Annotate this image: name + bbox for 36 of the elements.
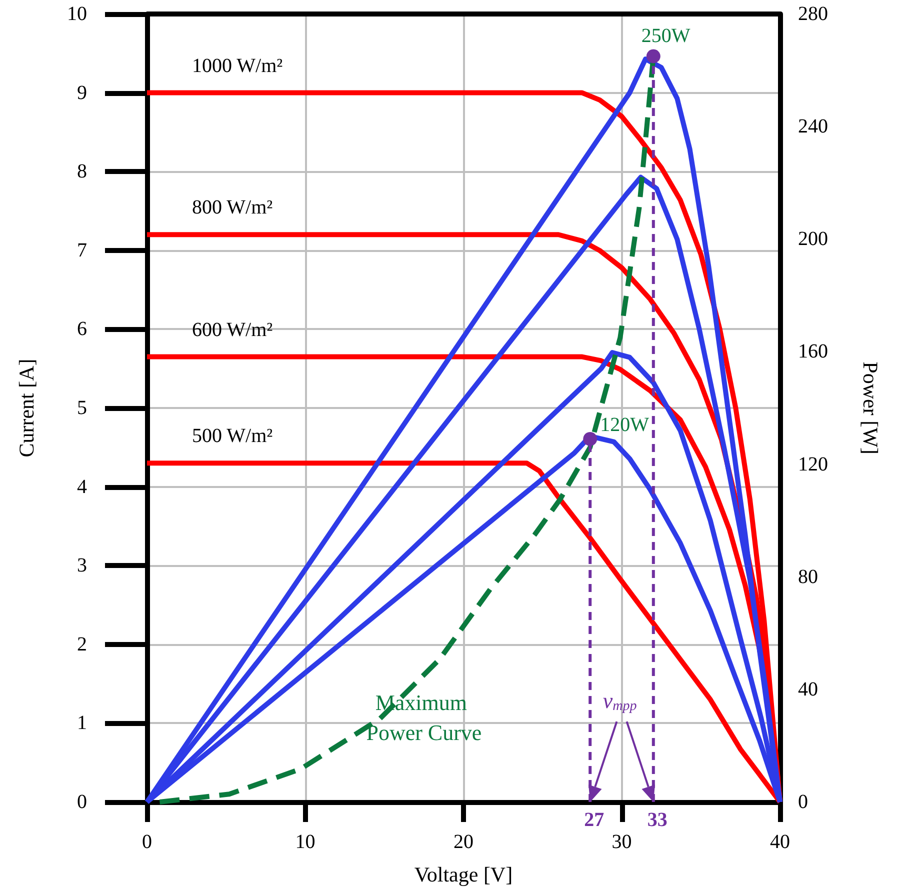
- y-tick-label: 9: [77, 82, 87, 104]
- y2-tick-label: 0: [798, 791, 808, 813]
- x-tick-label: 0: [142, 831, 152, 853]
- x-tick-label: 30: [612, 831, 632, 853]
- annotation: Maximum Power Curve: [366, 690, 482, 746]
- y2-tick-label: 160: [798, 340, 828, 363]
- x-tick-label: 40: [770, 831, 790, 853]
- series-label: 500 W/m²: [192, 425, 273, 448]
- y2-tick-label: 40: [798, 678, 818, 700]
- y2-axis-title: Power [W]: [858, 362, 882, 454]
- y2-tick-label: 120: [798, 453, 828, 476]
- series-label: 800 W/m²: [192, 196, 273, 219]
- y-tick-label: 5: [77, 397, 87, 419]
- y2-tick-label: 240: [798, 116, 828, 138]
- y-tick-label: 6: [77, 318, 87, 340]
- y-axis-title: Current [A]: [14, 358, 38, 458]
- text: 33: [647, 809, 668, 831]
- y-tick-label: 8: [77, 160, 87, 183]
- y-tick-label: 10: [67, 3, 87, 25]
- y2-tick-label: 200: [798, 228, 828, 250]
- y-tick-label: 7: [77, 239, 87, 262]
- annotation: 250W: [641, 25, 690, 48]
- y-tick-label: 0: [77, 791, 87, 813]
- x-tick-label: 20: [454, 831, 474, 853]
- y-tick-label: 3: [77, 554, 87, 577]
- y2-tick-label: 80: [798, 566, 818, 588]
- series-label: 600 W/m²: [192, 318, 273, 341]
- y-tick-label: 2: [77, 633, 87, 656]
- y-tick-label: 1: [77, 712, 87, 734]
- text: 27: [584, 809, 604, 831]
- annotation: 120W: [600, 414, 650, 436]
- y2-tick-label: 280: [798, 3, 828, 25]
- x-axis-title: Voltage [V]: [414, 862, 513, 886]
- y-tick-label: 4: [77, 476, 87, 498]
- x-tick-label: 10: [295, 831, 316, 853]
- series-label: 1000 W/m²: [192, 54, 283, 77]
